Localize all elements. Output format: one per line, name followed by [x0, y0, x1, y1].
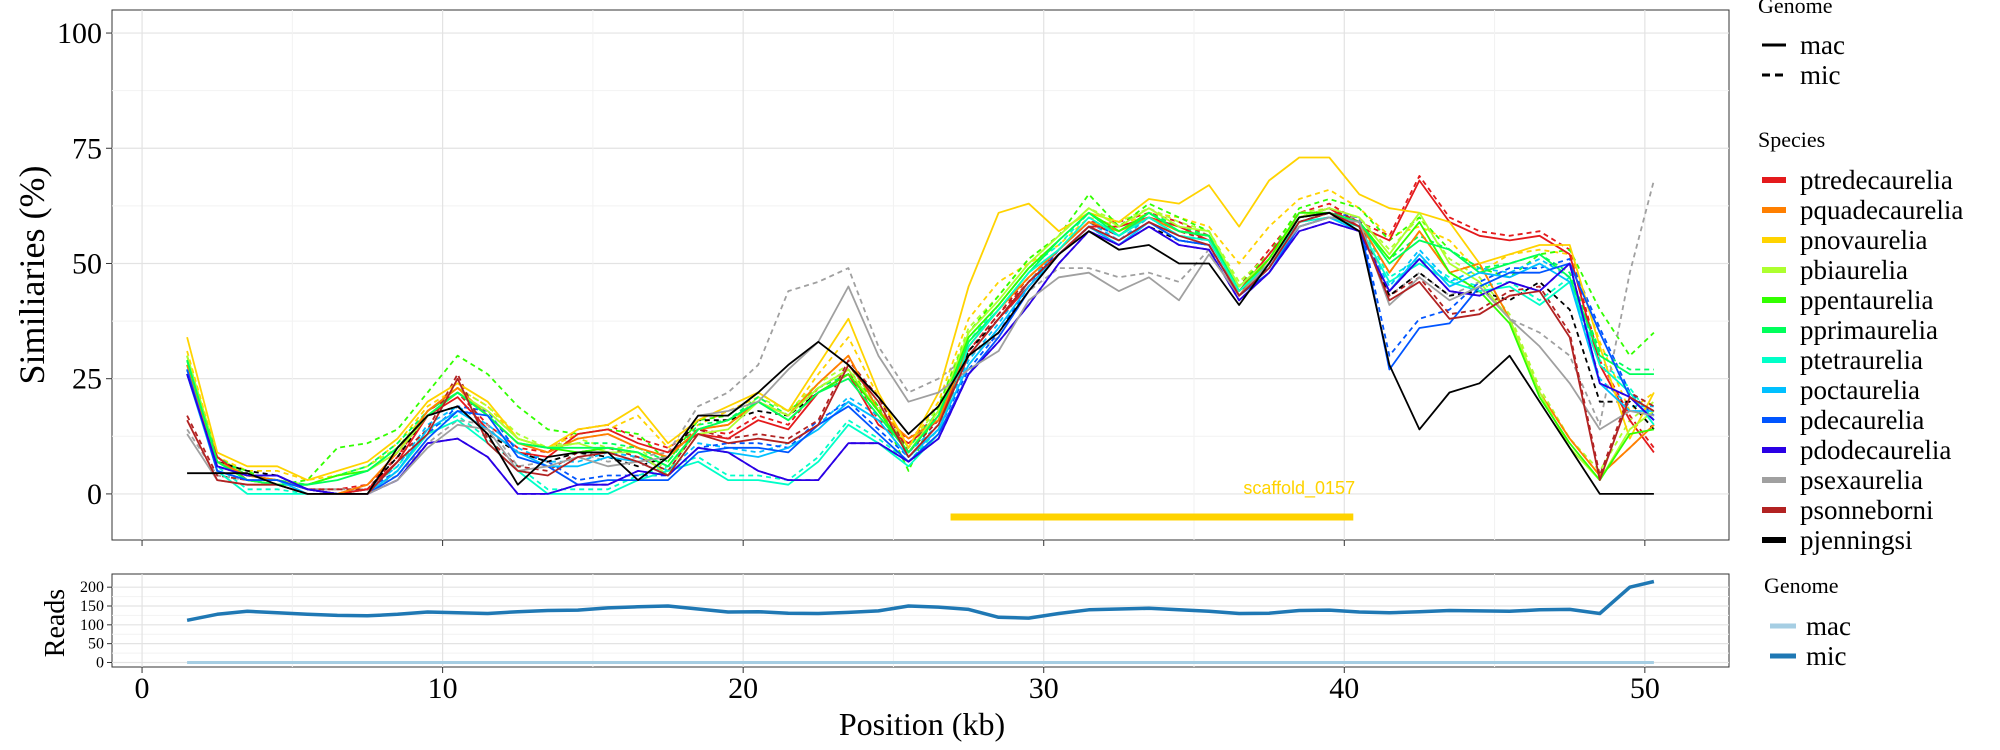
top-panel-grid [112, 10, 1729, 540]
legend-reads-mac-label: mac [1806, 611, 1851, 641]
y-tick-label: 100 [80, 617, 104, 634]
x-tick-label: 30 [1029, 672, 1059, 705]
y-tick-label: 0 [96, 654, 104, 671]
series-psexaurelia-mac [186, 216, 1655, 495]
legend-genome-mac-label: mac [1800, 30, 1845, 60]
y-tick-label: 100 [57, 17, 102, 50]
legend-reads-title: Genome [1764, 573, 1839, 598]
series-pdecaurelia-mac [186, 216, 1655, 495]
legend-species-title: Species [1758, 127, 1825, 152]
legend-species-label: pnovaurelia [1800, 225, 1927, 255]
x-axis-label: Position (kb) [839, 706, 1005, 742]
top-panel-annotation: scaffold_0157 [950, 478, 1355, 521]
y-tick-label: 75 [72, 132, 102, 165]
legend-genome-title: Genome [1758, 0, 1833, 18]
legend-genome: Genome mac mic [1758, 0, 1845, 90]
y-tick-label: 150 [80, 598, 104, 615]
series-psonneborni-mic [186, 207, 1655, 491]
y-tick-label: 25 [72, 363, 102, 396]
y-tick-label: 0 [87, 478, 102, 511]
legend-species-label: ptredecaurelia [1800, 165, 1953, 195]
series-pquadecaurelia-mac [186, 211, 1655, 495]
y-tick-label: 200 [80, 579, 104, 596]
y-tick-label: 50 [72, 247, 102, 280]
legend-species-label: pbiaurelia [1800, 255, 1908, 285]
legend-reads-mic-label: mic [1806, 641, 1847, 671]
series-poctaurelia-mic [186, 211, 1654, 495]
legend-species-label: psexaurelia [1800, 465, 1923, 495]
bottom-y-ticks: 050 100 150 200 [80, 579, 112, 671]
top-x-ticks [141, 540, 1646, 546]
x-tick-label: 0 [135, 672, 150, 705]
legend-species-label: ppentaurelia [1800, 285, 1933, 315]
series-pjenningsi-mac [187, 211, 1654, 495]
top-y-ticks: 0 25 50 75 100 [57, 17, 112, 511]
series-pprimaurelia-mac [186, 211, 1654, 486]
bottom-panel-background [111, 573, 1730, 668]
bottom-x-ticks: 0 10 20 30 40 50 [135, 667, 1660, 705]
series-pdodecaurelia-mac [186, 221, 1655, 495]
bottom-panel-series [186, 579, 1655, 664]
x-tick-label: 20 [728, 672, 758, 705]
y-tick-label: 50 [88, 636, 104, 653]
legend-species-label: pjenningsi [1800, 525, 1913, 555]
legend-species-label: pquadecaurelia [1800, 195, 1963, 225]
legend-genome-mic-label: mic [1800, 60, 1841, 90]
legend-species-label: pdodecaurelia [1800, 435, 1951, 465]
legend-species-label: ptetraurelia [1800, 345, 1923, 375]
legend-species-label: pdecaurelia [1800, 405, 1924, 435]
bottom-y-axis-label: Reads [40, 589, 71, 657]
legend-species-label: poctaurelia [1800, 375, 1920, 405]
legend-reads: Genome mac mic [1764, 573, 1851, 671]
reads-series-mic [186, 579, 1655, 623]
legend-species: Species ptredecaureliapquadecaureliapnov… [1758, 127, 1963, 555]
legend-species-label: psonneborni [1800, 495, 1933, 525]
x-tick-label: 10 [428, 672, 458, 705]
x-tick-label: 40 [1329, 672, 1359, 705]
scaffold-label: scaffold_0157 [1243, 478, 1355, 499]
legend-species-label: pprimaurelia [1800, 315, 1938, 345]
top-y-axis-label: Similiaries (%) [12, 166, 52, 385]
x-tick-label: 50 [1630, 672, 1660, 705]
top-panel: scaffold_0157 0 25 50 75 100 Similiaries (%) [12, 9, 1730, 546]
series-psexaurelia-mic [186, 180, 1655, 491]
series-psonneborni-mac [186, 211, 1655, 495]
top-panel-series [186, 156, 1655, 495]
